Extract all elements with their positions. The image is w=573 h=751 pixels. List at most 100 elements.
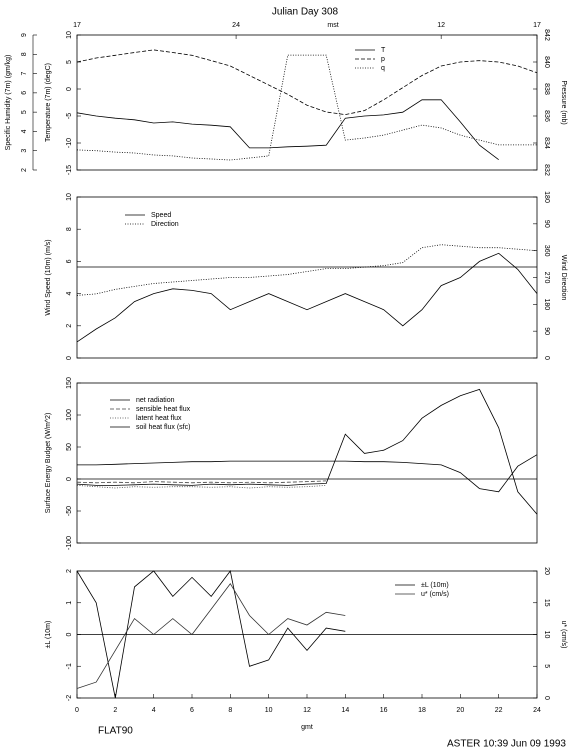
legend-label: sensible heat flux [136,406,191,413]
y-tick-label: 2 [66,569,73,573]
legend-label: p [381,56,385,63]
y3-tick-label: 5 [21,110,28,114]
x-tick-label: 18 [418,707,426,714]
x2-tick-label: 17 [73,22,81,29]
y2-tick-label: 5 [543,664,550,668]
x-tick-label: 10 [265,707,273,714]
y-tick-label: -5 [66,113,73,119]
legend-label: q [381,65,385,72]
y-tick-label: 0 [66,356,73,360]
y-axis-label: Temperature (7m) (degC) [45,63,52,142]
y-tick-label: 1 [66,601,73,605]
plot-frame [76,196,538,359]
y2-tick-label: 20 [543,567,550,575]
y-tick-label: 100 [66,409,73,421]
x-tick-label: 8 [228,707,232,714]
y-tick-label: -50 [66,506,73,516]
footer-left: FLAT90 [98,726,133,737]
y3-tick-label: 3 [21,149,28,153]
y-tick-label: 4 [66,292,73,296]
y2-tick-label: 840 [543,56,550,68]
y3-tick-label: 6 [21,91,28,95]
legend-label: soil heat flux (sfc) [136,424,190,431]
y3-tick-label: 4 [21,129,28,133]
x-tick-label: 6 [190,707,194,714]
y3-tick-label: 7 [21,72,28,76]
y2-axis-label: Wind Direction [560,255,567,301]
y3-tick-label: 2 [21,168,28,172]
y-tick-label: 0 [66,87,73,91]
y-tick-label: -1 [66,663,73,669]
y-tick-label: 150 [66,377,73,389]
footer-right: ASTER 10:39 Jun 09 1993 [447,739,566,750]
y2-tick-label: 10 [543,631,550,639]
x-axis-label: gmt [301,724,313,731]
x-tick-label: 2 [113,707,117,714]
series-line [76,49,538,116]
chart-title: Julian Day 308 [272,7,339,18]
y-tick-label: 5 [66,60,73,64]
y-tick-label: 6 [66,259,73,263]
y2-tick-label: 90 [543,220,550,228]
y2-tick-label: 836 [543,110,550,122]
y2-tick-label: 90 [543,327,550,335]
y-tick-label: 0 [66,477,73,481]
x-tick-label: 12 [303,707,311,714]
series-line [76,570,346,699]
y-tick-label: 50 [66,443,73,451]
x-tick-label: 20 [456,707,464,714]
y2-tick-label: 0 [543,356,550,360]
y-tick-label: -100 [66,536,73,550]
y-tick-label: -10 [66,138,73,148]
y2-tick-label: 180 [543,298,550,310]
y2-tick-label: 180 [543,191,550,203]
series-line [76,244,538,296]
y-tick-label: -15 [66,165,73,175]
series-line [76,54,537,161]
y-axis-label: Wind Speed (10m) (m/s) [45,239,52,315]
series-line [76,388,538,515]
y2-tick-label: 832 [543,164,550,176]
y2-tick-label: 270 [543,272,550,284]
y3-tick-label: 9 [21,33,28,37]
y2-tick-label: 360 [543,245,550,257]
y-tick-label: 10 [66,31,73,39]
x-tick-label: 4 [152,707,156,714]
series-line [76,582,346,689]
y2-axis-label: u* (cm/s) [560,621,567,649]
legend-label: Direction [151,221,179,228]
y2-axis-label: Pressure (mb) [560,80,567,124]
y-tick-label: 0 [66,632,73,636]
y2-tick-label: 15 [543,599,550,607]
series-line [76,99,499,161]
x-tick-label: 24 [533,707,541,714]
plot-frame [76,382,538,544]
y-tick-label: 10 [66,193,73,201]
series-line [76,480,327,484]
legend-label: T [381,47,386,54]
y2-tick-label: 842 [543,29,550,41]
x-tick-label: 0 [75,707,79,714]
plot-frame [76,34,538,171]
legend-label: ±L (10m) [421,582,449,589]
legend-label: u* (cm/s) [421,591,449,598]
legend-label: Speed [151,212,171,219]
series-line [76,252,538,343]
x2-axis-label: mst [327,22,338,29]
y-tick-label: 2 [66,324,73,328]
y-axis-label: Surface Energy Budget (W/m^2) [45,413,52,514]
y2-tick-label: 0 [543,696,550,700]
series-line [76,485,327,489]
x2-tick-label: 12 [437,22,445,29]
x-tick-label: 22 [495,707,503,714]
x2-tick-label: 24 [232,22,240,29]
x2-tick-label: 17 [533,22,541,29]
y3-axis-label: Specific Humidity (7m) (gm/kg) [5,55,12,151]
x-tick-label: 14 [341,707,349,714]
legend-label: latent heat flux [136,415,182,422]
x-tick-label: 16 [380,707,388,714]
y-tick-label: -2 [66,695,73,701]
y3-tick-label: 8 [21,52,28,56]
